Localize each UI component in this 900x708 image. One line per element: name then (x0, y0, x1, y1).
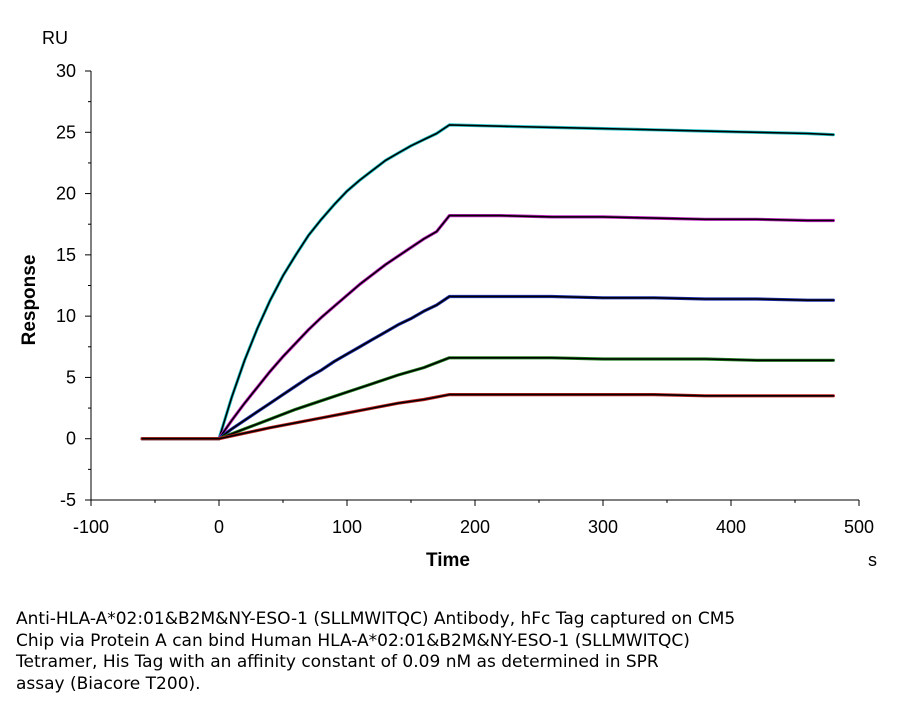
caption-line: assay (Biacore T200). (16, 673, 201, 694)
caption-line: Tetramer, His Tag with an affinity const… (16, 652, 659, 672)
y-tick-label: 15 (56, 245, 76, 265)
x-axis-title: Time (426, 550, 470, 571)
series-1-measured-line (140, 123, 836, 441)
y-unit-label: RU (42, 28, 68, 48)
x-unit-label: s (868, 550, 877, 570)
y-tick-label: 30 (56, 61, 76, 81)
series-4-measured-line (140, 356, 836, 441)
figure-caption: Anti-HLA-A*02:01&B2M&NY-ESO-1 (SLLMWITQC… (16, 609, 876, 695)
x-tick-label: 0 (214, 517, 224, 537)
y-axis-title: Response (19, 255, 40, 346)
series-3-measured-line (140, 294, 836, 441)
y-tick-label: 0 (66, 429, 76, 449)
axes: -5 0 5 10 15 20 25 30 -100 0 100 200 300 400 500 (56, 61, 874, 537)
x-tick-label: 100 (332, 517, 362, 537)
series-2-fit-line (141, 214, 835, 440)
caption-line: Anti-HLA-A*02:01&B2M&NY-ESO-1 (SLLMWITQC… (16, 609, 736, 629)
series-1-fit-line (141, 124, 835, 440)
y-tick-label: 5 (66, 367, 76, 387)
series-2-measured-line (140, 214, 836, 441)
caption-line: Chip via Protein A can bind Human HLA-A*… (16, 630, 690, 651)
y-tick-label: 25 (56, 122, 76, 142)
x-tick-label: 300 (588, 517, 618, 537)
y-tick-label: 20 (56, 184, 76, 204)
x-tick-label: 200 (460, 517, 490, 537)
x-tick-label: 400 (716, 517, 746, 537)
x-tick-label: -100 (73, 517, 109, 537)
y-tick-label: 10 (56, 306, 76, 326)
series-4-fit-line (141, 356, 835, 440)
x-tick-label: 500 (844, 517, 874, 537)
series-layer (140, 123, 836, 441)
series-3-fit-line (141, 295, 835, 440)
series-5-fit-line (141, 393, 835, 440)
y-tick-label: -5 (60, 490, 76, 510)
